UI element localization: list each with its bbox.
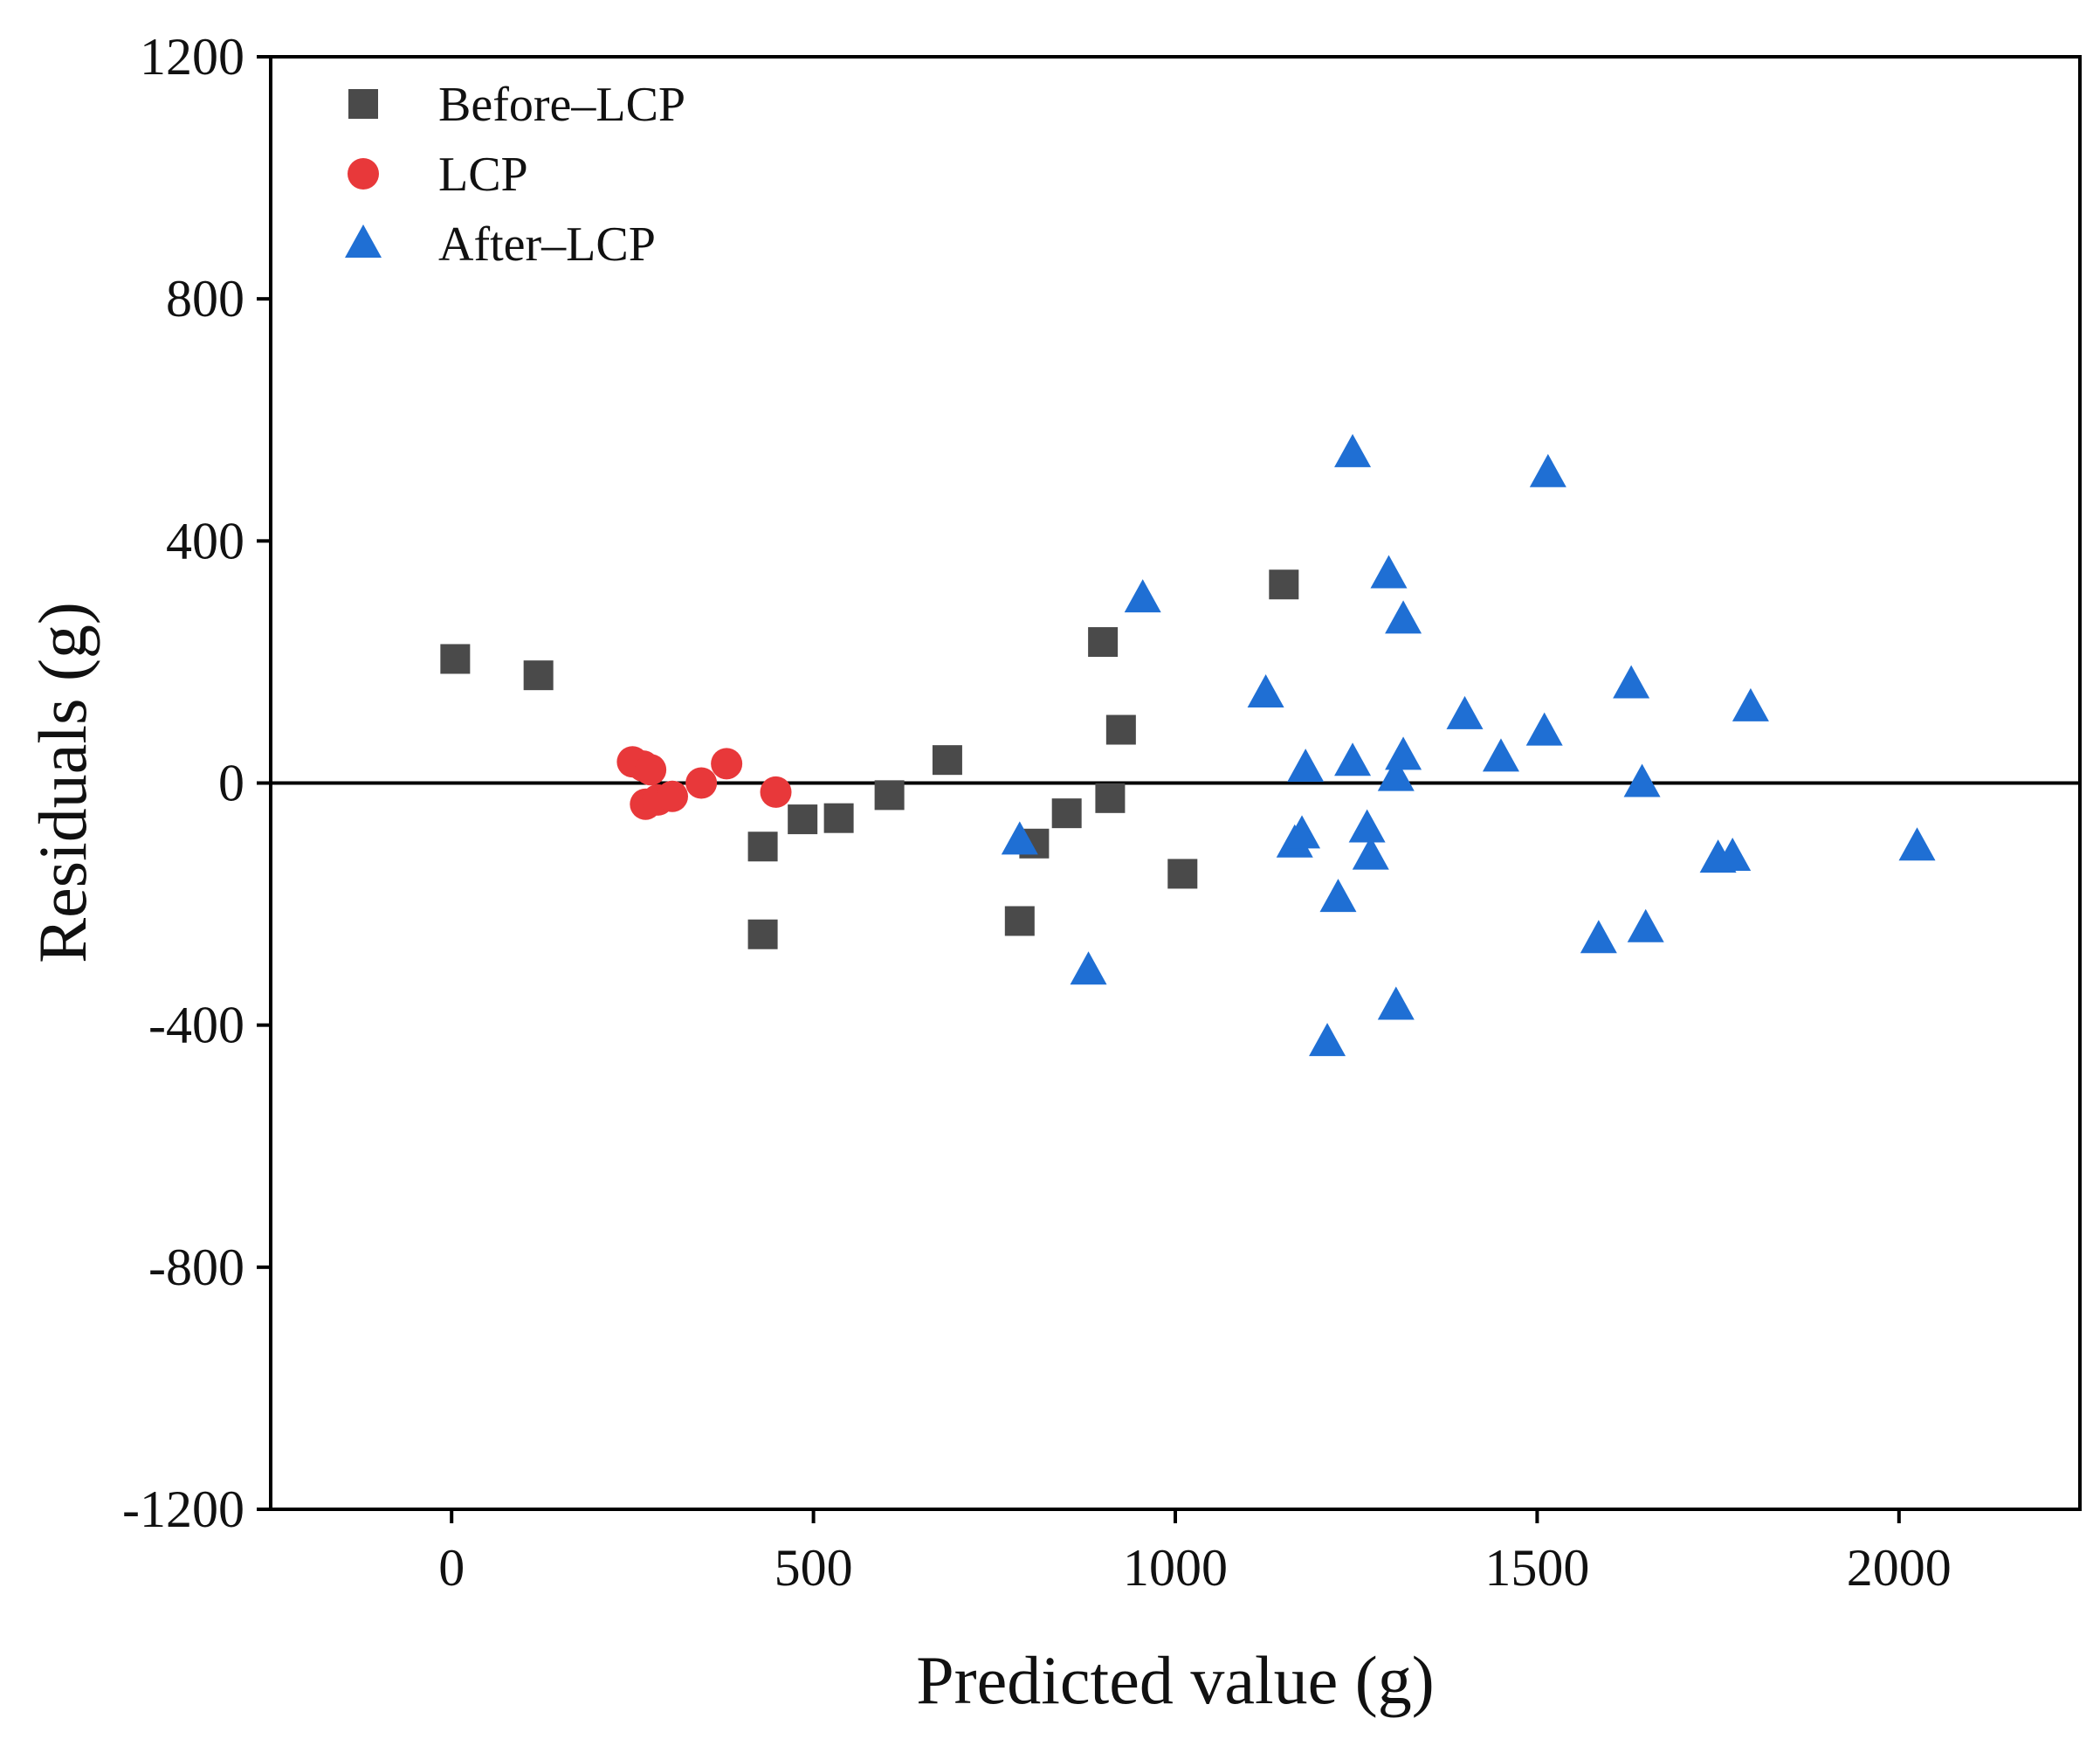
x-tick-label: 500 xyxy=(775,1539,853,1597)
point-before-lcp xyxy=(1167,859,1198,889)
legend-marker-after-lcp xyxy=(345,224,382,258)
point-after-lcp xyxy=(1247,673,1284,707)
point-lcp xyxy=(656,780,688,812)
point-after-lcp xyxy=(1627,908,1664,942)
point-before-lcp xyxy=(823,803,854,833)
point-after-lcp xyxy=(1001,821,1038,855)
data-points xyxy=(440,433,1936,1057)
x-tick-label: 1000 xyxy=(1123,1539,1228,1597)
y-tick-label: -400 xyxy=(148,997,244,1054)
y-tick-label: -1200 xyxy=(122,1480,244,1538)
point-after-lcp xyxy=(1623,763,1661,797)
point-before-lcp xyxy=(788,804,818,835)
point-lcp xyxy=(685,767,718,799)
point-after-lcp xyxy=(1580,920,1617,954)
legend-marker-lcp xyxy=(348,158,379,190)
point-before-lcp xyxy=(1269,569,1299,600)
point-after-lcp xyxy=(1348,809,1386,843)
x-tick-label: 2000 xyxy=(1847,1539,1952,1597)
point-after-lcp xyxy=(1334,742,1372,776)
legend-label-lcp: LCP xyxy=(438,148,528,202)
y-tick-label: 0 xyxy=(218,755,244,812)
x-tick-label: 0 xyxy=(438,1539,465,1597)
point-after-lcp xyxy=(1385,736,1422,770)
point-before-lcp xyxy=(747,919,778,949)
x-tick-label: 1500 xyxy=(1484,1539,1589,1597)
y-axis-title: Residuals (g) xyxy=(24,602,100,963)
point-after-lcp xyxy=(1613,665,1650,699)
point-after-lcp xyxy=(1525,712,1563,746)
y-tick-label: 400 xyxy=(166,512,244,569)
point-before-lcp xyxy=(747,832,778,862)
point-after-lcp xyxy=(1529,453,1566,487)
point-before-lcp xyxy=(523,660,554,691)
point-after-lcp xyxy=(1385,600,1422,634)
point-before-lcp xyxy=(1051,798,1082,829)
y-tick-label: -800 xyxy=(148,1239,244,1296)
point-before-lcp xyxy=(1004,906,1035,936)
legend: Before–LCP LCP After–LCP xyxy=(345,78,685,272)
point-after-lcp xyxy=(1124,579,1161,613)
point-after-lcp xyxy=(1309,1023,1346,1057)
point-lcp xyxy=(635,754,667,786)
point-before-lcp xyxy=(1095,783,1126,813)
legend-label-before-lcp: Before–LCP xyxy=(438,78,685,132)
point-after-lcp xyxy=(1446,695,1484,729)
y-tick-label: 800 xyxy=(166,270,244,328)
point-before-lcp xyxy=(932,745,962,776)
legend-marker-before-lcp xyxy=(348,89,378,119)
point-after-lcp xyxy=(1370,555,1408,589)
point-after-lcp xyxy=(1319,879,1357,913)
point-after-lcp xyxy=(1732,687,1769,721)
point-after-lcp xyxy=(1352,836,1389,870)
point-after-lcp xyxy=(1377,757,1415,791)
x-axis-title: Predicted value (g) xyxy=(916,1642,1434,1718)
y-axis: 1200 800 400 0 -400 -800 -1200 xyxy=(122,28,271,1538)
y-tick-label: 1200 xyxy=(140,28,244,86)
point-after-lcp xyxy=(1377,986,1415,1020)
point-lcp xyxy=(711,748,743,780)
point-after-lcp xyxy=(1334,433,1372,467)
point-before-lcp xyxy=(874,780,905,811)
point-after-lcp xyxy=(1714,838,1752,872)
point-after-lcp xyxy=(1898,827,1936,861)
point-after-lcp xyxy=(1284,815,1321,849)
point-lcp xyxy=(760,776,792,808)
x-axis: 0 500 1000 1500 2000 xyxy=(438,1509,1952,1597)
point-before-lcp xyxy=(440,644,471,674)
point-after-lcp xyxy=(1070,951,1107,985)
point-before-lcp xyxy=(1088,627,1119,658)
point-after-lcp xyxy=(1482,738,1519,772)
point-before-lcp xyxy=(1105,714,1136,745)
point-after-lcp xyxy=(1287,749,1325,783)
legend-label-after-lcp: After–LCP xyxy=(438,217,656,272)
